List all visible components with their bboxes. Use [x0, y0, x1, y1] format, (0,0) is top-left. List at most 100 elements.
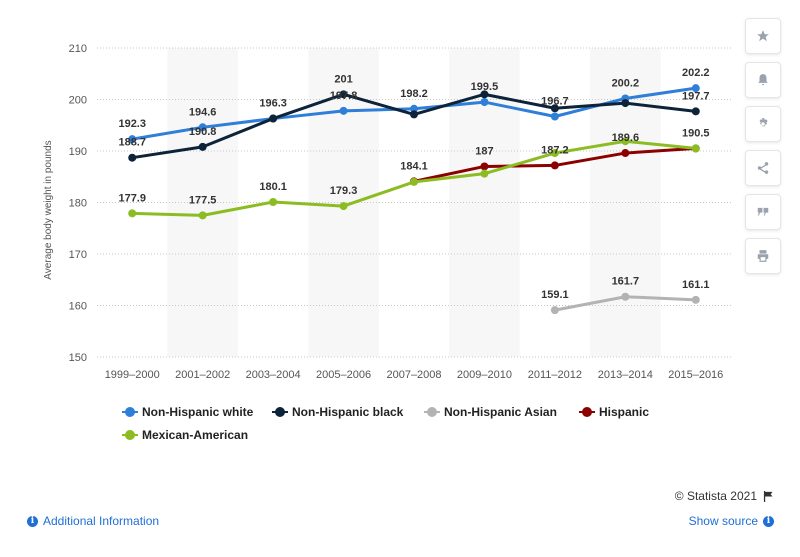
share-button[interactable]: [745, 150, 781, 186]
data-label: 201: [334, 73, 352, 85]
data-point[interactable]: [550, 112, 559, 121]
data-point[interactable]: [128, 153, 137, 162]
data-point[interactable]: [621, 99, 630, 108]
x-tick-label: 2001–2002: [175, 369, 230, 381]
sidebar-toolbar: [745, 18, 781, 274]
data-point[interactable]: [621, 149, 630, 158]
data-label: 177.9: [118, 192, 146, 204]
legend-label: Non-Hispanic black: [292, 405, 404, 419]
data-point[interactable]: [550, 161, 559, 170]
show-source-link[interactable]: Show source i: [689, 514, 774, 528]
x-tick-label: 2003–2004: [246, 369, 301, 381]
share-icon: [757, 162, 769, 174]
data-point[interactable]: [128, 135, 137, 144]
gear-icon: [759, 118, 768, 127]
favorite-button[interactable]: [745, 18, 781, 54]
data-point[interactable]: [269, 114, 278, 123]
data-point[interactable]: [621, 292, 630, 301]
data-label: 200.2: [612, 77, 640, 89]
quote-icon: [757, 207, 769, 216]
data-label: 161.7: [612, 276, 640, 288]
copyright-text: © Statista 2021: [674, 489, 757, 503]
flag-icon[interactable]: [763, 490, 774, 502]
data-label: 190.5: [682, 127, 710, 139]
info-icon: i: [27, 515, 38, 527]
data-label: 177.5: [189, 194, 217, 206]
data-label: 194.6: [189, 106, 217, 118]
data-point[interactable]: [691, 295, 700, 304]
data-point[interactable]: [339, 202, 348, 211]
legend-marker: [424, 407, 440, 417]
data-point[interactable]: [480, 90, 489, 99]
data-point[interactable]: [198, 211, 207, 220]
x-tick-label: 2015–2016: [668, 369, 723, 381]
data-label: 197.8: [330, 90, 358, 102]
legend-item-non-hispanic-black[interactable]: Non-Hispanic black: [272, 405, 403, 419]
bell-icon: [758, 74, 768, 86]
grid-lines: [97, 47, 731, 358]
legend-item-non-hispanic-white[interactable]: Non-Hispanic white: [122, 405, 253, 419]
legend-label: Non-Hispanic white: [142, 405, 254, 419]
data-point[interactable]: [550, 149, 559, 158]
data-point[interactable]: [480, 169, 489, 178]
legend-label: Mexican-American: [142, 428, 249, 442]
data-label: 161.1: [682, 279, 710, 291]
legend-marker: [122, 407, 138, 417]
data-point[interactable]: [621, 137, 630, 146]
data-label: 187: [475, 145, 493, 157]
print-button[interactable]: [745, 238, 781, 274]
data-point[interactable]: [550, 104, 559, 113]
legend-item-hispanic[interactable]: Hispanic: [579, 405, 649, 419]
additional-information-link[interactable]: i Additional Information: [27, 514, 159, 528]
data-point[interactable]: [410, 177, 418, 186]
data-point[interactable]: [691, 144, 700, 153]
data-point[interactable]: [198, 142, 207, 151]
x-tick-label: 2005–2006: [316, 369, 371, 381]
legend-label: Non-Hispanic Asian: [444, 405, 557, 419]
x-tick-label: 2013–2014: [598, 369, 653, 381]
y-tick-label: 210: [69, 43, 87, 55]
printer-icon: [757, 250, 769, 262]
data-label: 189.6: [612, 132, 640, 144]
data-point[interactable]: [410, 110, 418, 119]
data-label: 159.1: [541, 289, 569, 301]
y-tick-label: 150: [69, 352, 87, 364]
x-tick-label: 2009–2010: [457, 369, 512, 381]
y-tick-label: 180: [69, 198, 87, 210]
data-point[interactable]: [480, 98, 489, 107]
legend-item-mexican-american[interactable]: Mexican-American: [122, 428, 248, 442]
series-group: [128, 84, 700, 315]
data-point[interactable]: [691, 107, 700, 116]
data-label: 190.8: [189, 126, 217, 138]
data-label: 179.3: [330, 185, 358, 197]
data-point[interactable]: [269, 197, 278, 206]
info-icon: i: [763, 515, 774, 527]
data-point[interactable]: [480, 162, 489, 171]
legend-item-non-hispanic-asian[interactable]: Non-Hispanic Asian: [424, 405, 557, 419]
data-label: 187.2: [541, 144, 569, 156]
data-point[interactable]: [410, 104, 418, 113]
data-label: 184.1: [400, 160, 428, 172]
settings-button[interactable]: [745, 106, 781, 142]
y-axis-label: Average body weight in pounds: [43, 140, 54, 279]
data-label: 180.1: [259, 181, 287, 193]
data-label: 199.5: [471, 81, 499, 93]
data-point[interactable]: [550, 306, 559, 315]
additional-information-label: Additional Information: [43, 514, 160, 528]
data-point[interactable]: [198, 123, 207, 132]
legend-marker: [122, 430, 138, 440]
data-label: 198.2: [400, 88, 428, 100]
data-label: 188.7: [118, 137, 146, 149]
data-point[interactable]: [339, 90, 348, 99]
data-point[interactable]: [339, 106, 348, 115]
x-tick-label: 2007–2008: [386, 369, 441, 381]
data-label: 192.3: [118, 118, 146, 130]
data-label: 197.7: [682, 90, 710, 102]
cite-button[interactable]: [745, 194, 781, 230]
notification-button[interactable]: [745, 62, 781, 98]
x-axis-ticks: 1999–2000 2001–2002 2003–2004 2005–2006 2007…: [105, 369, 724, 381]
legend-marker: [579, 407, 595, 417]
data-label: 202.2: [682, 67, 710, 79]
data-point[interactable]: [691, 84, 700, 93]
data-point[interactable]: [128, 209, 137, 218]
